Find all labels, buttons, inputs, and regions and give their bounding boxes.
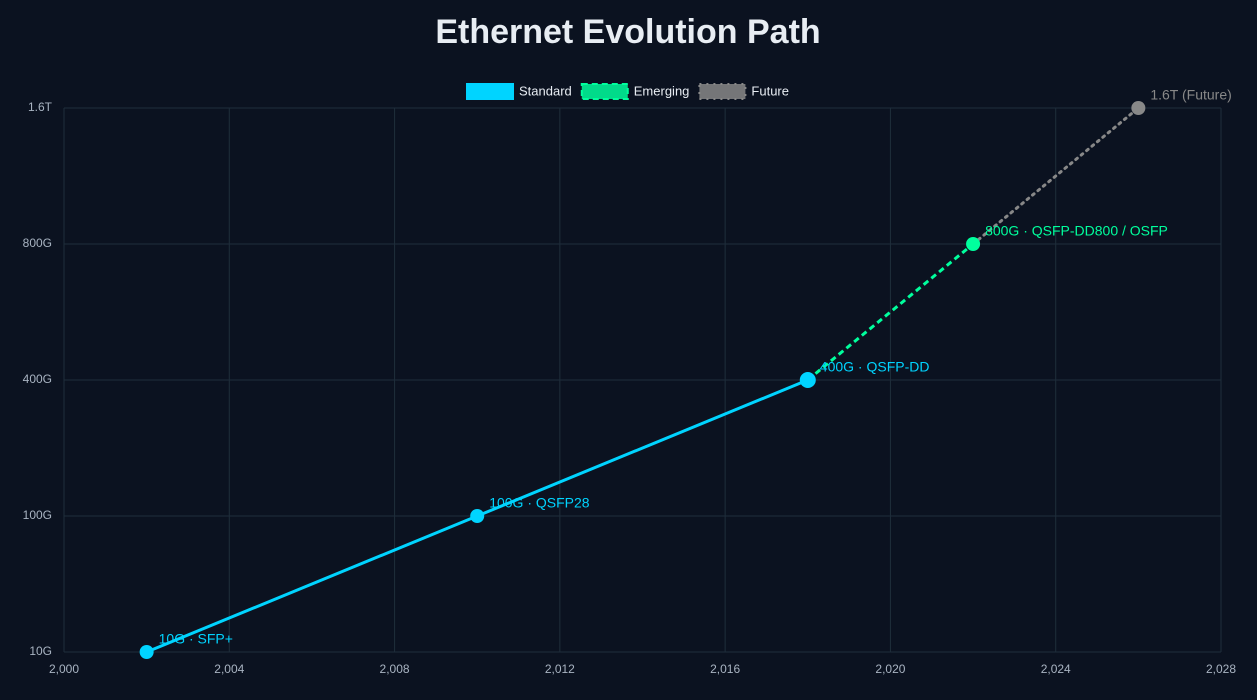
x-tick-label: 2,000 — [49, 662, 79, 676]
y-tick-label: 800G — [23, 236, 52, 250]
point-label: 100G · QSFP28 — [489, 495, 590, 511]
x-tick-label: 2,020 — [875, 662, 905, 676]
x-tick-label: 2,024 — [1041, 662, 1071, 676]
x-tick-label: 2,012 — [545, 662, 575, 676]
x-tick-label: 2,016 — [710, 662, 740, 676]
x-tick-label: 2,004 — [214, 662, 244, 676]
legend-swatch — [466, 83, 514, 100]
data-point — [1131, 101, 1146, 115]
legend-label: Future — [751, 83, 789, 98]
point-label: 1.6T (Future) — [1150, 87, 1231, 103]
x-tick-label: 2,028 — [1206, 662, 1236, 676]
point-label: 800G · QSFP-DD800 / OSFP — [985, 223, 1168, 239]
chart-title: Ethernet Evolution Path — [435, 13, 820, 51]
y-tick-label: 100G — [23, 508, 52, 522]
legend-label: Standard — [519, 83, 572, 98]
legend-swatch — [580, 83, 629, 100]
point-label: 400G · QSFP-DD — [820, 359, 930, 375]
legend-swatch — [698, 83, 747, 100]
data-point — [470, 509, 485, 523]
data-point — [799, 372, 816, 388]
data-point — [966, 237, 981, 251]
x-tick-label: 2,008 — [380, 662, 410, 676]
legend-label: Emerging — [634, 83, 690, 98]
series-line — [971, 106, 1140, 246]
y-tick-label: 10G — [29, 644, 52, 658]
y-tick-label: 1.6T — [28, 100, 53, 114]
point-label: 10G · SFP+ — [159, 631, 233, 647]
y-tick-label: 400G — [23, 372, 52, 386]
series-line — [806, 242, 975, 382]
data-point — [139, 645, 154, 659]
